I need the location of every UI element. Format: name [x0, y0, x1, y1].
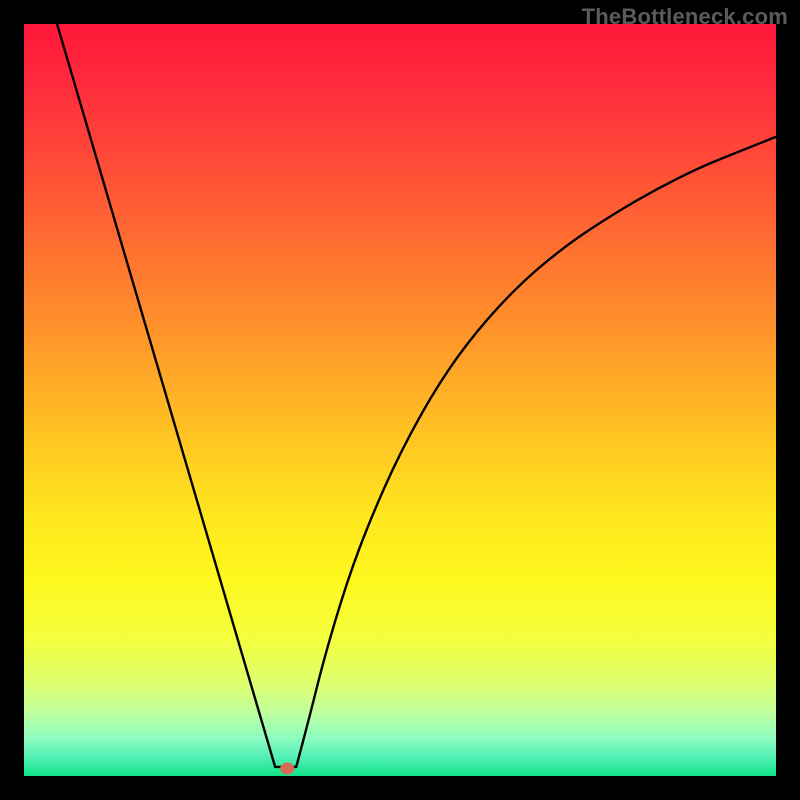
chart-frame: TheBottleneck.com [0, 0, 800, 800]
bottleneck-curve [24, 24, 776, 776]
watermark-text: TheBottleneck.com [582, 4, 788, 30]
plot-area [24, 24, 776, 776]
